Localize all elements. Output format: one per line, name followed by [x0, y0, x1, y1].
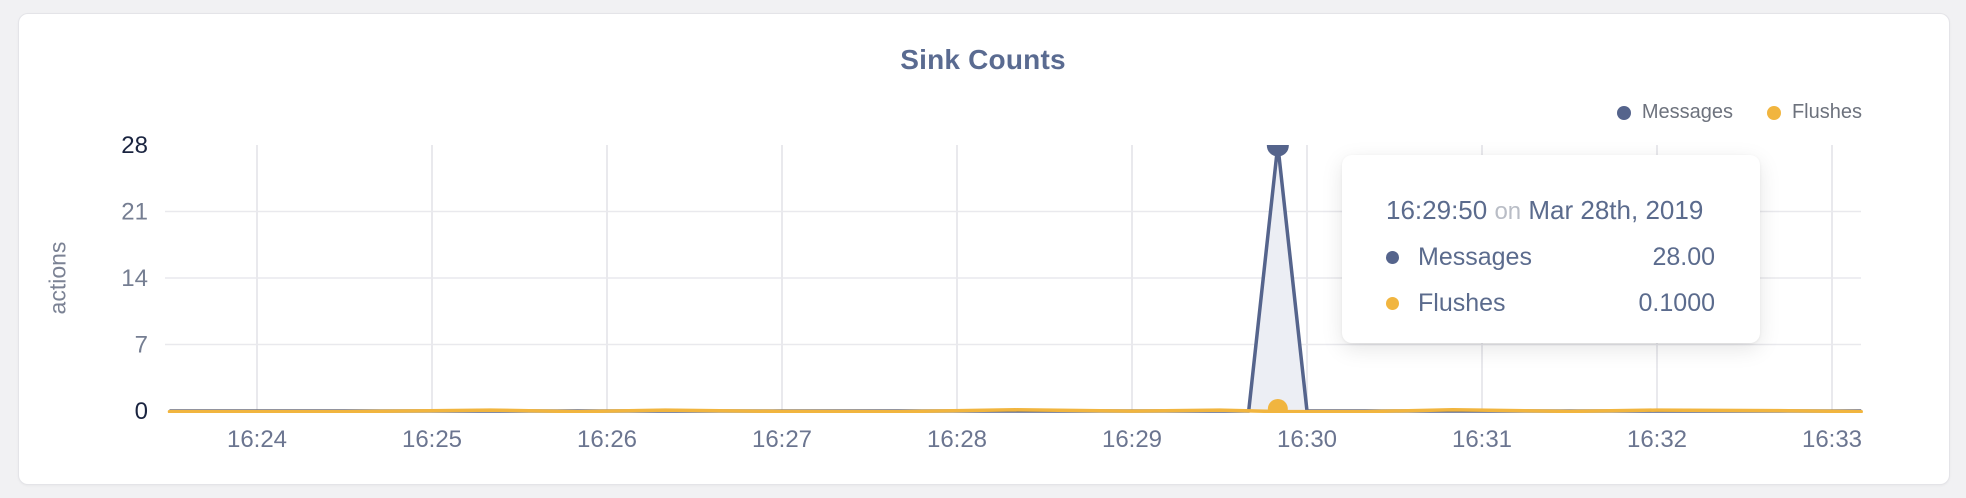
flushes-line	[167, 408, 1863, 413]
x-tick-label: 16:31	[1452, 426, 1512, 453]
y-tick-label: 28	[121, 132, 148, 159]
x-tick-label: 16:29	[1102, 426, 1162, 453]
x-tick-label: 16:30	[1277, 426, 1337, 453]
tooltip-messages-dot-icon	[1386, 251, 1399, 264]
y-tick-label: 14	[121, 265, 148, 292]
messages-legend-dot-icon	[1616, 105, 1631, 120]
tooltip-flushes-label: Flushes	[1418, 289, 1506, 317]
flushes-legend-dot-icon	[1766, 105, 1781, 120]
tooltip-time: 16:29:50	[1386, 195, 1488, 225]
legend: Messages Flushes	[1616, 101, 1862, 124]
tooltip-date: Mar 28th, 2019	[1528, 195, 1704, 225]
x-tick-label: 16:26	[577, 426, 637, 453]
legend-label-flushes: Flushes	[1791, 101, 1862, 123]
y-tick-label: 21	[121, 199, 148, 226]
y-tick-label: 0	[135, 398, 148, 425]
tooltip-messages-label: Messages	[1418, 243, 1532, 271]
chart-title: Sink Counts	[900, 44, 1066, 75]
x-tick-label: 16:24	[227, 426, 287, 453]
tooltip-connector: on	[1494, 198, 1522, 225]
flushes-hover-dot	[1267, 399, 1288, 413]
tooltip-messages-value: 28.00	[1652, 243, 1715, 271]
tooltip-flushes-value: 0.1000	[1638, 289, 1715, 317]
legend-label-messages: Messages	[1641, 101, 1733, 123]
tooltip-header: 16:29:50 on Mar 28th, 2019	[1386, 195, 1715, 226]
tooltip: 16:29:50 on Mar 28th, 2019 Messages 28.0…	[1342, 155, 1760, 343]
tooltip-flushes-dot-icon	[1386, 297, 1399, 310]
legend-item-flushes[interactable]: Flushes	[1766, 101, 1862, 124]
tooltip-row-flushes: Flushes 0.1000	[1386, 289, 1715, 318]
tooltip-row-messages: Messages 28.00	[1386, 243, 1715, 272]
y-tick-label: 7	[135, 332, 148, 359]
messages-hover-dot	[1266, 145, 1289, 157]
legend-item-messages[interactable]: Messages	[1616, 101, 1733, 124]
x-tick-label: 16:28	[927, 426, 987, 453]
x-tick-label: 16:25	[402, 426, 462, 453]
x-tick-label: 16:33	[1802, 426, 1862, 453]
x-tick-label: 16:32	[1627, 426, 1687, 453]
x-tick-label: 16:27	[752, 426, 812, 453]
